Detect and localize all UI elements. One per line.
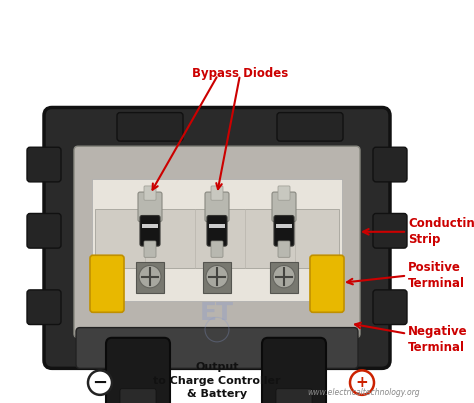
FancyBboxPatch shape (144, 241, 156, 257)
Text: Conducting
Strip: Conducting Strip (408, 217, 474, 246)
FancyBboxPatch shape (278, 241, 290, 257)
FancyBboxPatch shape (27, 290, 61, 324)
Bar (209, 224, 225, 228)
Bar (276, 224, 292, 228)
FancyBboxPatch shape (144, 186, 156, 200)
Bar (136, 262, 164, 293)
FancyBboxPatch shape (76, 328, 358, 368)
FancyBboxPatch shape (274, 216, 294, 246)
FancyBboxPatch shape (373, 214, 407, 248)
FancyBboxPatch shape (205, 192, 229, 222)
Text: Positive
Terminal: Positive Terminal (408, 261, 465, 290)
FancyBboxPatch shape (140, 216, 160, 246)
Text: ET: ET (200, 301, 234, 325)
Text: Bypass Diodes: Bypass Diodes (192, 67, 288, 80)
FancyBboxPatch shape (211, 186, 223, 200)
Text: −: − (92, 374, 108, 392)
FancyBboxPatch shape (278, 186, 290, 200)
Bar (270, 262, 298, 293)
FancyBboxPatch shape (373, 290, 407, 324)
FancyBboxPatch shape (120, 389, 156, 403)
FancyBboxPatch shape (106, 338, 170, 403)
Circle shape (350, 370, 374, 395)
Circle shape (273, 266, 295, 288)
Text: www.electricaltechnology.org: www.electricaltechnology.org (307, 388, 420, 397)
Bar (95, 210, 339, 268)
Circle shape (206, 266, 228, 288)
FancyBboxPatch shape (310, 255, 344, 312)
FancyBboxPatch shape (117, 112, 183, 141)
Text: Output
to Charge Controller
& Battery: Output to Charge Controller & Battery (153, 362, 281, 399)
FancyBboxPatch shape (27, 214, 61, 248)
FancyBboxPatch shape (277, 112, 343, 141)
Text: +: + (356, 375, 368, 390)
FancyBboxPatch shape (207, 216, 227, 246)
Text: Negative
Terminal: Negative Terminal (408, 325, 468, 354)
Text: Solar Panle Junction Box: Solar Panle Junction Box (46, 9, 428, 37)
Bar (203, 262, 231, 293)
Bar (142, 224, 158, 228)
FancyBboxPatch shape (276, 389, 312, 403)
FancyBboxPatch shape (27, 147, 61, 182)
Circle shape (139, 266, 161, 288)
FancyBboxPatch shape (74, 146, 360, 338)
FancyBboxPatch shape (262, 338, 326, 403)
FancyBboxPatch shape (272, 192, 296, 222)
FancyBboxPatch shape (138, 192, 162, 222)
FancyBboxPatch shape (211, 241, 223, 257)
FancyBboxPatch shape (90, 255, 124, 312)
Circle shape (88, 370, 112, 395)
FancyBboxPatch shape (44, 108, 390, 368)
FancyBboxPatch shape (373, 147, 407, 182)
Bar (92, 179, 342, 301)
